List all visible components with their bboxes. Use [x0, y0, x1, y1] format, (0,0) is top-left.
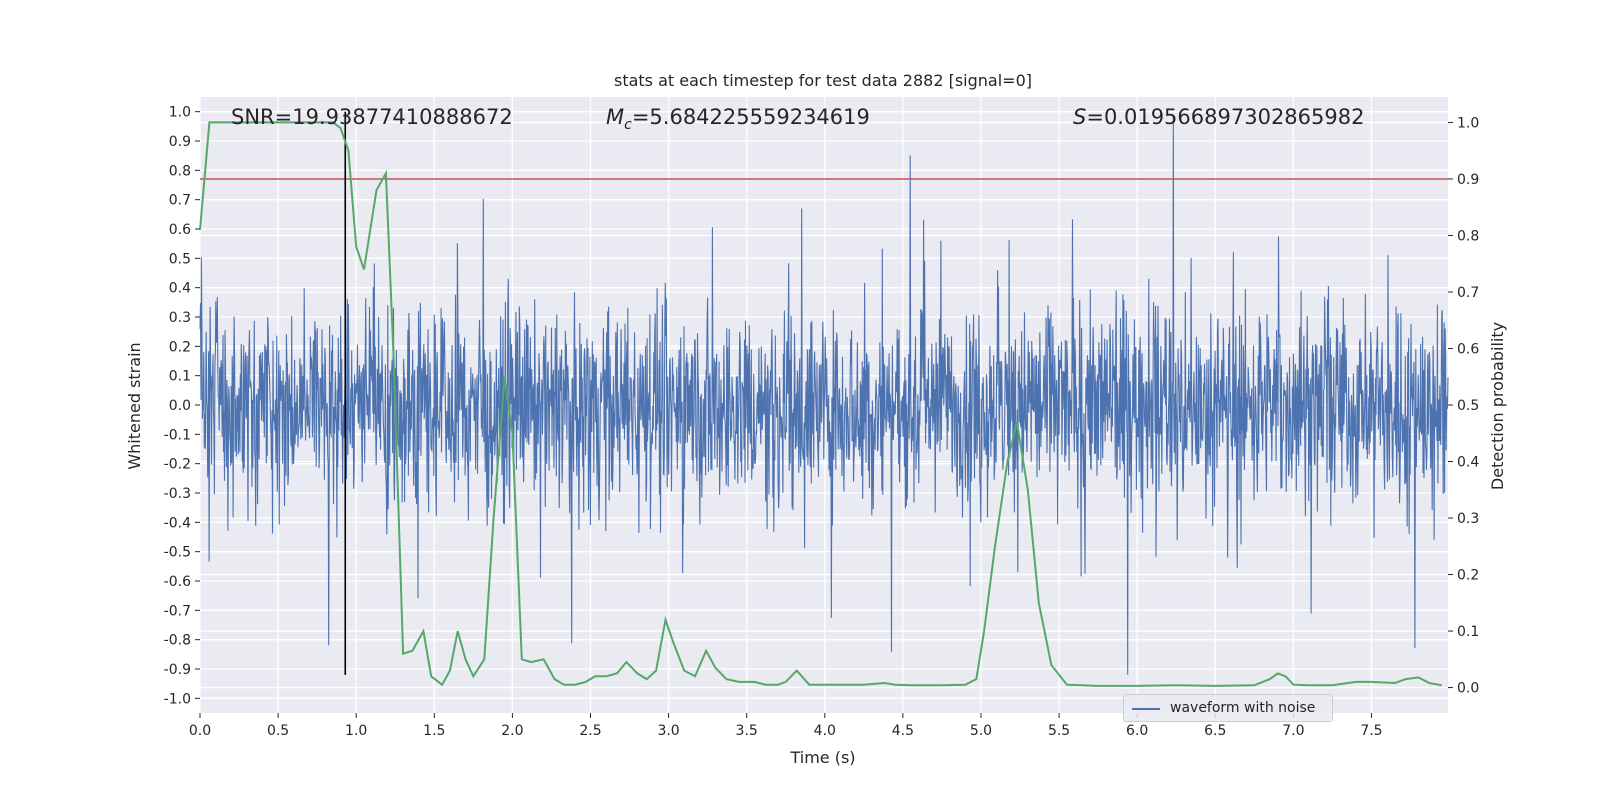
y-tick-labels-right: 0.0 0.1 0.2 0.3 0.4 0.5 0.6 0.7 0.8 0.9 1.0 [1448, 115, 1479, 697]
y-tick-label-left: -1.0 [164, 691, 191, 707]
x-tick-label: 5.5 [1048, 723, 1070, 739]
y-tick-label-left: 0.3 [169, 310, 191, 326]
x-tick-label: 0.0 [189, 723, 211, 739]
y-tick-label-left: 0.0 [169, 398, 191, 414]
x-tick-label: 1.0 [345, 723, 367, 739]
series-waveform-with-noise [199, 116, 1449, 675]
y-tick-label-right: 0.0 [1457, 681, 1479, 697]
snr-annotation: SNR=19.93877410888672 [231, 105, 513, 129]
y-tick-label-right: 0.4 [1457, 455, 1479, 471]
y-tick-label-left: -0.7 [164, 603, 191, 619]
y-tick-label-left: -0.2 [164, 457, 191, 473]
x-tick-label: 6.5 [1204, 723, 1226, 739]
y-tick-label-right: 0.2 [1457, 568, 1479, 584]
legend-swatch-waveform [1132, 708, 1160, 710]
y-tick-label-left: -0.9 [164, 662, 191, 678]
y-tick-label-right: 1.0 [1457, 115, 1479, 131]
y-tick-label-right: 0.5 [1457, 398, 1479, 414]
y-tick-labels-left: -1.0 -0.9 -0.8 -0.7 -0.6 -0.5 -0.4 -0.3 -0.2 -0.1… [164, 105, 200, 707]
x-tick-label: 3.5 [736, 723, 758, 739]
strain-series [199, 116, 1449, 675]
y-tick-label-left: -0.1 [164, 427, 191, 443]
y-tick-label-left: 0.5 [169, 251, 191, 267]
y-tick-label-left: 1.0 [169, 105, 191, 121]
y-tick-label-right: 0.3 [1457, 511, 1479, 527]
y-tick-label-right: 0.8 [1457, 228, 1479, 244]
y-tick-label-left: 0.9 [169, 134, 191, 150]
x-tick-label: 4.5 [892, 723, 914, 739]
chart-title: stats at each timestep for test data 288… [614, 71, 1032, 90]
mc-annotation: Mc=5.684225559234619 [606, 105, 870, 133]
legend-label-waveform: waveform with noise [1170, 700, 1316, 716]
y-tick-label-left: 0.8 [169, 163, 191, 179]
y-axis-label-right: Detection probability [1488, 322, 1507, 490]
y-axis-label-left: Whitened strain [125, 342, 144, 469]
y-tick-label-left: 0.2 [169, 339, 191, 355]
x-tick-label: 2.5 [579, 723, 601, 739]
series-detection-probability [199, 121, 1442, 687]
y-tick-label-right: 0.6 [1457, 341, 1479, 357]
y-tick-label-left: -0.8 [164, 633, 191, 649]
x-tick-label: 7.0 [1282, 723, 1304, 739]
y-tick-label-left: -0.6 [164, 574, 191, 590]
x-tick-labels: 0.0 0.5 1.0 1.5 2.0 2.5 3.0 3.5 4.0 4.5 5.0 5.5 6.0 6… [189, 713, 1383, 739]
y-tick-label-left: -0.5 [164, 545, 191, 561]
y-tick-label-left: 0.4 [169, 281, 191, 297]
x-tick-label: 3.0 [657, 723, 679, 739]
y-tick-label-left: 0.7 [169, 193, 191, 209]
legend: waveform with noise [1123, 694, 1333, 722]
x-tick-label: 7.5 [1360, 723, 1382, 739]
s-annotation: S=0.019566897302865982 [1073, 105, 1364, 129]
y-tick-label-left: 0.1 [169, 369, 191, 385]
y-tick-label-right: 0.1 [1457, 624, 1479, 640]
y-tick-label-left: -0.4 [164, 515, 191, 531]
x-axis-label: Time (s) [789, 748, 855, 767]
x-tick-label: 5.0 [970, 723, 992, 739]
x-tick-label: 1.5 [423, 723, 445, 739]
y-tick-label-right: 0.7 [1457, 285, 1479, 301]
y-tick-label-left: -0.3 [164, 486, 191, 502]
y-tick-label-right: 0.9 [1457, 172, 1479, 188]
y-tick-label-left: 0.6 [169, 222, 191, 238]
x-tick-label: 0.5 [267, 723, 289, 739]
x-tick-label: 4.0 [814, 723, 836, 739]
x-tick-label: 6.0 [1126, 723, 1148, 739]
x-tick-label: 2.0 [501, 723, 523, 739]
